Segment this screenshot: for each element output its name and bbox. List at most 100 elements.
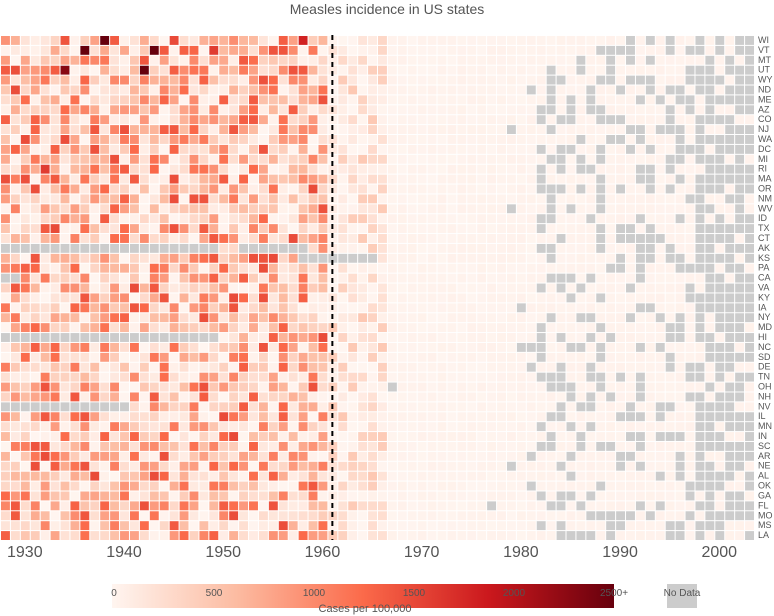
heatmap-cell [70,135,80,144]
heatmap-cell [407,333,417,342]
heatmap-cell [179,174,189,184]
heatmap-cell [536,283,546,293]
heatmap-cell [477,65,487,75]
heatmap-cell [397,174,407,184]
heatmap-cell [586,224,596,234]
heatmap-cell [229,273,239,283]
heatmap-cell [487,224,497,234]
heatmap-cell [110,75,120,85]
heatmap-cell [546,342,556,352]
heatmap-cell [189,382,199,392]
heatmap-cell [90,283,100,293]
heatmap-cell [278,471,288,481]
heatmap-cell [546,85,556,95]
heatmap-cell [10,441,20,451]
heatmap-cell [467,402,477,412]
heatmap-cell [685,441,695,451]
heatmap-cell [159,125,169,135]
heatmap-cell [10,224,20,234]
heatmap-cell [229,441,239,451]
heatmap-cell [258,323,268,333]
heatmap-cell [626,234,635,243]
heatmap-cell [447,323,457,333]
heatmap-cell [239,184,249,194]
heatmap-cell [348,441,358,451]
heatmap-cell [60,402,70,412]
heatmap-cell [318,273,328,283]
heatmap-cell [645,45,655,55]
heatmap-cell [239,333,249,342]
heatmap-cell [487,352,497,362]
heatmap-cell [239,204,249,214]
heatmap-cell [596,273,606,283]
heatmap-cell [596,243,606,253]
heatmap-cell [437,372,447,382]
heatmap-cell [308,392,318,402]
heatmap-cell [70,194,80,204]
heatmap-cell [368,372,377,382]
heatmap-cell [229,105,239,115]
heatmap-cell [556,45,566,55]
heatmap-cell [457,491,467,501]
heatmap-cell [635,451,645,461]
heatmap-cell [368,224,377,234]
legend-tick-label: 0 [111,588,117,599]
heatmap-cell [675,243,685,253]
heatmap-cell [685,422,695,432]
heatmap-cell [139,243,149,253]
heatmap-cell [576,461,586,471]
heatmap-cell [249,243,258,253]
heatmap-cell [1,273,10,283]
heatmap-cell [536,214,546,224]
heatmap-cell [110,441,120,451]
heatmap-cell [219,352,229,362]
heatmap-cell [110,303,120,313]
heatmap-cell [268,352,278,362]
heatmap-cell [745,422,754,432]
heatmap-cell [189,531,199,540]
heatmap-cell [655,45,665,55]
heatmap-cell [199,342,209,352]
heatmap-cell [288,65,298,75]
heatmap-cell [338,323,348,333]
heatmap-cell [447,174,457,184]
heatmap-cell [665,45,675,55]
heatmap-cell [506,174,516,184]
heatmap-cell [209,214,219,224]
heatmap-cell [596,382,606,392]
heatmap-cell [110,115,120,125]
heatmap-cell [368,491,377,501]
heatmap-cell [239,511,249,521]
heatmap-cell [427,234,437,243]
heatmap-cell [705,45,715,55]
heatmap-cell [378,273,387,283]
heatmap-cell [229,402,239,412]
heatmap-cell [139,521,149,531]
heatmap-cell [318,36,328,45]
heatmap-cell [308,313,318,323]
heatmap-cell [229,362,239,372]
heatmap-cell [675,204,685,214]
heatmap-cell [20,441,30,451]
heatmap-cell [288,352,298,362]
heatmap-cell [318,481,328,491]
heatmap-cell [40,263,50,273]
heatmap-cell [497,85,506,95]
heatmap-cell [655,144,665,154]
heatmap-cell [417,382,427,392]
heatmap-cell [120,75,129,85]
heatmap-cell [477,293,487,303]
heatmap-cell [715,461,725,471]
heatmap-cell [725,352,735,362]
heatmap-cell [447,313,457,323]
heatmap-cell [516,85,526,95]
heatmap-cell [1,125,10,135]
heatmap-cell [576,125,586,135]
heatmap-cell [288,55,298,65]
heatmap-cell [348,451,358,461]
heatmap-cell [149,511,159,521]
heatmap-cell [179,333,189,342]
heatmap-cell [566,293,576,303]
heatmap-cell [387,95,397,105]
heatmap-cell [358,491,368,501]
